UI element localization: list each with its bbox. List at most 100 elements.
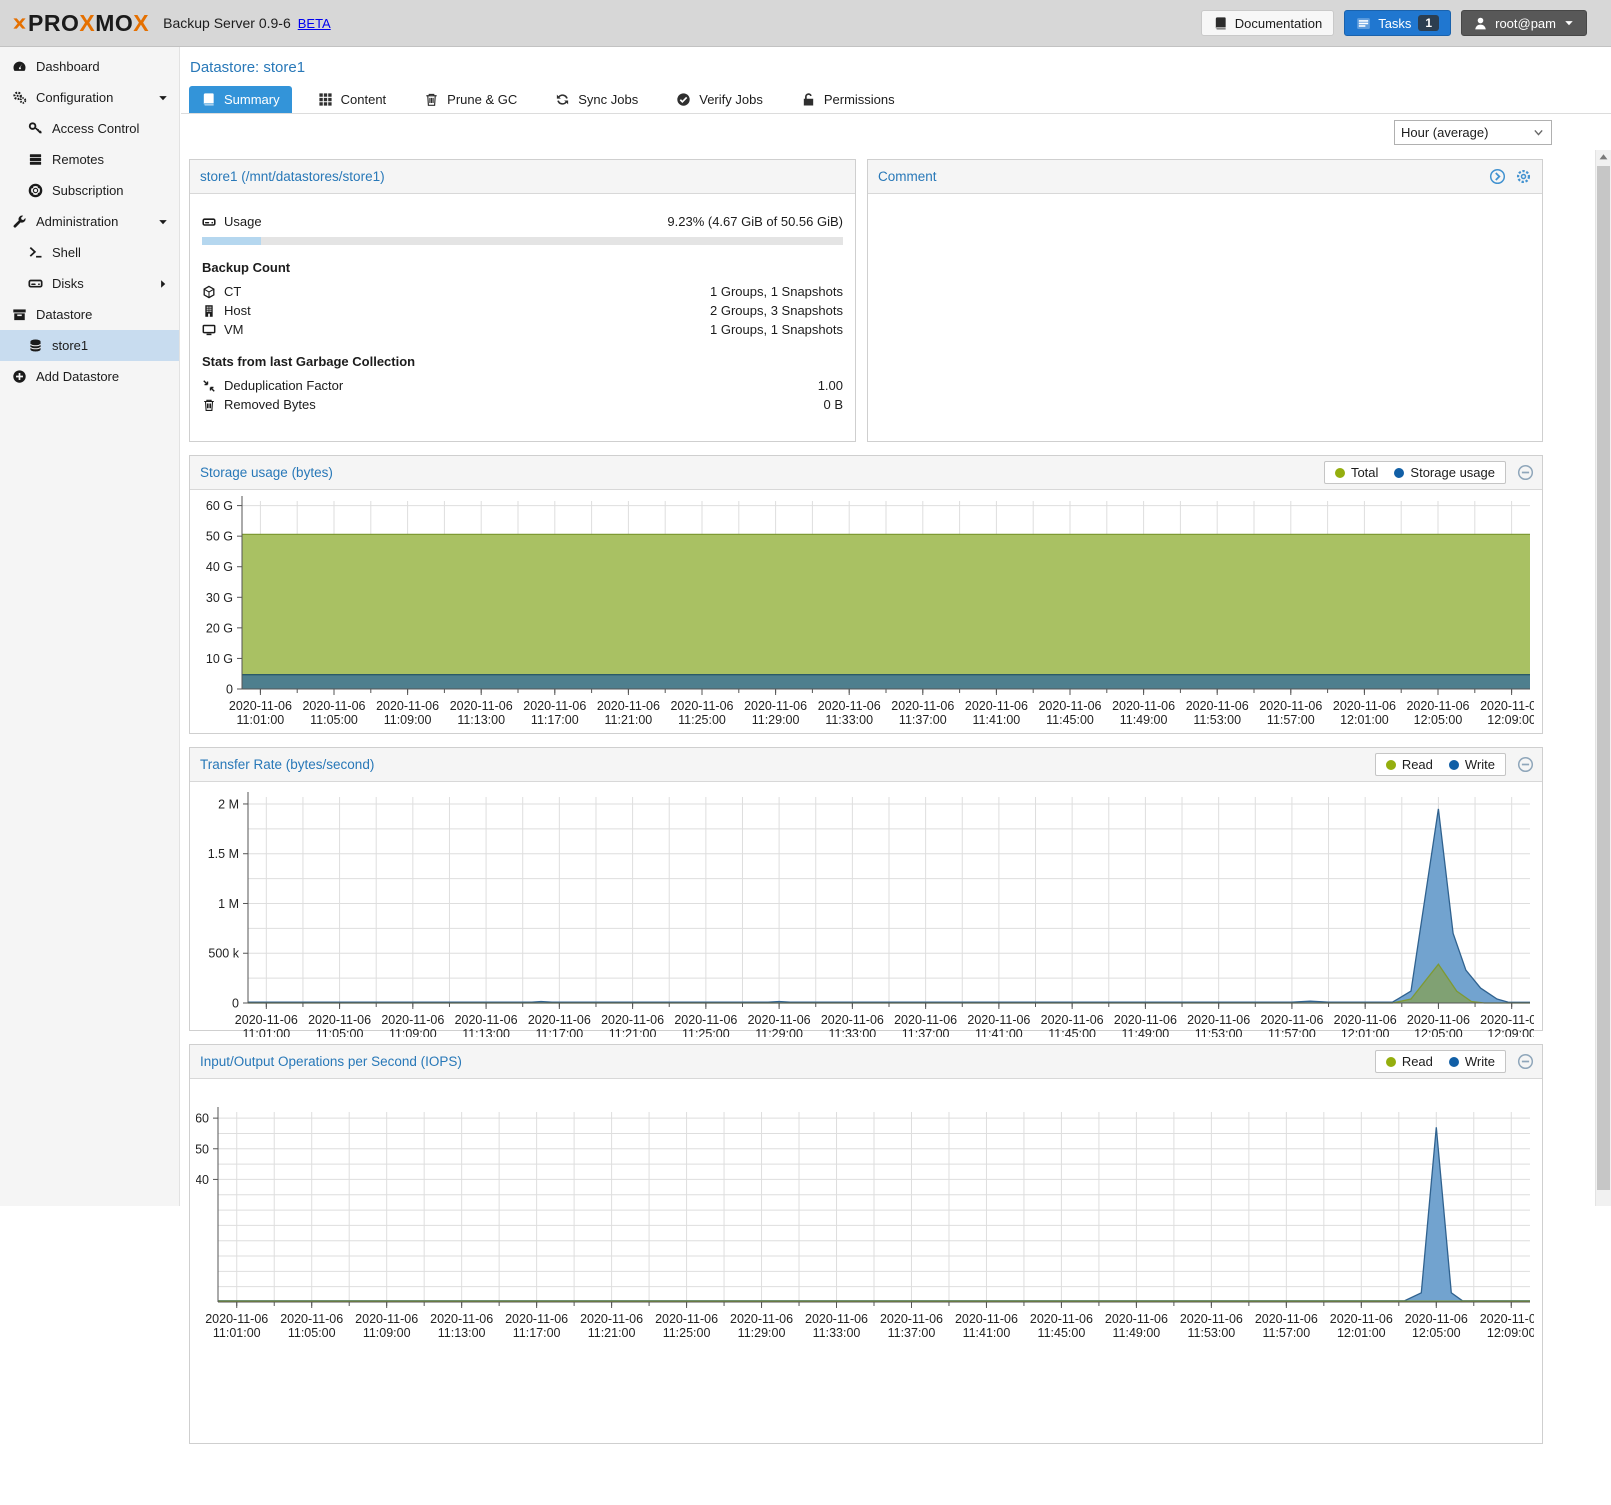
collapse-chart-icon[interactable]	[1517, 1053, 1534, 1070]
legend-dot	[1449, 760, 1459, 770]
svg-text:12:05:00: 12:05:00	[1414, 1027, 1463, 1037]
tab-content[interactable]: Content	[306, 86, 399, 113]
legend-item[interactable]: Total	[1335, 465, 1378, 480]
sidebar-item-access-control[interactable]: Access Control	[0, 113, 179, 144]
storage-usage-chart-panel: Storage usage (bytes) TotalStorage usage…	[189, 455, 1543, 734]
scroll-content: store1 (/mnt/datastores/store1) Usage 9.…	[189, 159, 1543, 1444]
user-menu-button[interactable]: root@pam	[1461, 10, 1587, 36]
ct-count-row: CT 1 Groups, 1 Snapshots	[202, 282, 843, 301]
svg-text:2020-11-06: 2020-11-06	[1038, 699, 1101, 713]
svg-text:2020-11-06: 2020-11-06	[1187, 1013, 1250, 1027]
sidebar-item-subscription[interactable]: Subscription	[0, 175, 179, 206]
legend-dot	[1449, 1057, 1459, 1067]
row-label: Deduplication Factor	[224, 378, 343, 393]
svg-text:2020-11-06: 2020-11-06	[229, 699, 292, 713]
panel-header: Input/Output Operations per Second (IOPS…	[190, 1045, 1542, 1079]
row-value: 1.00	[818, 378, 843, 393]
svg-text:11:17:00: 11:17:00	[535, 1027, 583, 1037]
svg-text:2020-11-06: 2020-11-06	[1480, 1312, 1534, 1326]
tab-summary[interactable]: Summary	[189, 86, 292, 113]
svg-text:11:09:00: 11:09:00	[363, 1326, 411, 1340]
svg-text:40 G: 40 G	[206, 560, 233, 574]
collapse-chart-icon[interactable]	[1517, 756, 1534, 773]
legend-item[interactable]: Storage usage	[1394, 465, 1495, 480]
svg-text:2020-11-06: 2020-11-06	[1041, 1013, 1104, 1027]
scrollbar-thumb[interactable]	[1597, 166, 1610, 1190]
tasks-button[interactable]: Tasks 1	[1344, 10, 1451, 36]
tab-prune-gc[interactable]: Prune & GC	[412, 86, 529, 113]
sidebar-item-label: Dashboard	[36, 59, 100, 74]
tab-label: Permissions	[824, 92, 895, 107]
sidebar-item-datastore[interactable]: Datastore	[0, 299, 179, 330]
sidebar-item-dashboard[interactable]: Dashboard	[0, 51, 179, 82]
comment-panel: Comment	[867, 159, 1543, 442]
svg-text:50: 50	[196, 1142, 209, 1156]
svg-text:2020-11-06: 2020-11-06	[1334, 1013, 1397, 1027]
sidebar-item-administration[interactable]: Administration	[0, 206, 179, 237]
beta-link[interactable]: BETA	[298, 16, 331, 31]
grid-icon	[318, 92, 333, 107]
svg-text:2020-11-06: 2020-11-06	[1112, 699, 1175, 713]
scroll-up-icon[interactable]	[1596, 150, 1611, 165]
user-icon	[1473, 16, 1488, 31]
svg-text:2020-11-06: 2020-11-06	[601, 1013, 664, 1027]
svg-text:11:17:00: 11:17:00	[513, 1326, 561, 1340]
database-icon	[28, 338, 43, 353]
sidebar-item-add-datastore[interactable]: Add Datastore	[0, 361, 179, 392]
sidebar: Dashboard Configuration Access Control R…	[0, 47, 180, 1206]
sidebar-item-store1[interactable]: store1	[0, 330, 179, 361]
collapse-caret-icon[interactable]	[157, 216, 169, 228]
legend-label: Write	[1465, 757, 1495, 772]
gear-icon[interactable]	[1515, 168, 1532, 185]
svg-text:2020-11-06: 2020-11-06	[1255, 1312, 1318, 1326]
vertical-scrollbar[interactable]	[1595, 150, 1611, 1206]
svg-text:2020-11-06: 2020-11-06	[505, 1312, 568, 1326]
svg-text:11:49:00: 11:49:00	[1113, 1326, 1161, 1340]
svg-text:2020-11-06: 2020-11-06	[523, 699, 586, 713]
time-range-select[interactable]: Hour (average)	[1394, 120, 1552, 145]
usage-value: 9.23% (4.67 GiB of 50.56 GiB)	[667, 214, 843, 229]
expand-caret-icon[interactable]	[157, 278, 169, 290]
legend-item[interactable]: Write	[1449, 757, 1495, 772]
svg-text:11:05:00: 11:05:00	[288, 1326, 336, 1340]
svg-text:0: 0	[232, 997, 239, 1011]
row-value: 1 Groups, 1 Snapshots	[710, 284, 843, 299]
svg-text:2020-11-06: 2020-11-06	[280, 1312, 343, 1326]
iops-chart: 4050602020-11-0611:01:002020-11-0611:05:…	[196, 1082, 1534, 1502]
sidebar-item-label: Datastore	[36, 307, 92, 322]
documentation-button[interactable]: Documentation	[1201, 10, 1334, 36]
svg-text:11:45:00: 11:45:00	[1046, 713, 1094, 727]
legend-item[interactable]: Read	[1386, 1054, 1433, 1069]
svg-text:11:41:00: 11:41:00	[973, 713, 1021, 727]
legend-item[interactable]: Write	[1449, 1054, 1495, 1069]
legend-item[interactable]: Read	[1386, 757, 1433, 772]
collapse-chart-icon[interactable]	[1517, 464, 1534, 481]
collapse-caret-icon[interactable]	[157, 92, 169, 104]
compress-icon	[202, 379, 216, 393]
svg-text:2020-11-06: 2020-11-06	[818, 699, 881, 713]
svg-text:500 k: 500 k	[208, 947, 239, 961]
svg-text:11:05:00: 11:05:00	[316, 1027, 364, 1037]
tasks-label: Tasks	[1378, 16, 1411, 31]
svg-text:12:09:00: 12:09:00	[1487, 713, 1534, 727]
datastore-box-icon	[12, 307, 27, 322]
svg-text:11:57:00: 11:57:00	[1268, 1027, 1316, 1037]
sidebar-item-configuration[interactable]: Configuration	[0, 82, 179, 113]
svg-text:11:01:00: 11:01:00	[213, 1326, 261, 1340]
row-label: CT	[224, 284, 241, 299]
sidebar-item-label: Access Control	[52, 121, 139, 136]
sidebar-item-remotes[interactable]: Remotes	[0, 144, 179, 175]
tab-permissions[interactable]: Permissions	[789, 86, 907, 113]
sidebar-item-disks[interactable]: Disks	[0, 268, 179, 299]
gears-icon	[12, 90, 27, 105]
svg-text:11:41:00: 11:41:00	[975, 1027, 1023, 1037]
chevron-circle-right-icon[interactable]	[1489, 168, 1506, 185]
svg-text:1.5 M: 1.5 M	[208, 847, 239, 861]
lifering-icon	[28, 183, 43, 198]
usage-label: Usage	[224, 214, 262, 229]
svg-text:11:37:00: 11:37:00	[888, 1326, 936, 1340]
tab-verify-jobs[interactable]: Verify Jobs	[664, 86, 775, 113]
tab-sync-jobs[interactable]: Sync Jobs	[543, 86, 650, 113]
sidebar-item-shell[interactable]: Shell	[0, 237, 179, 268]
row-label: VM	[224, 322, 244, 337]
